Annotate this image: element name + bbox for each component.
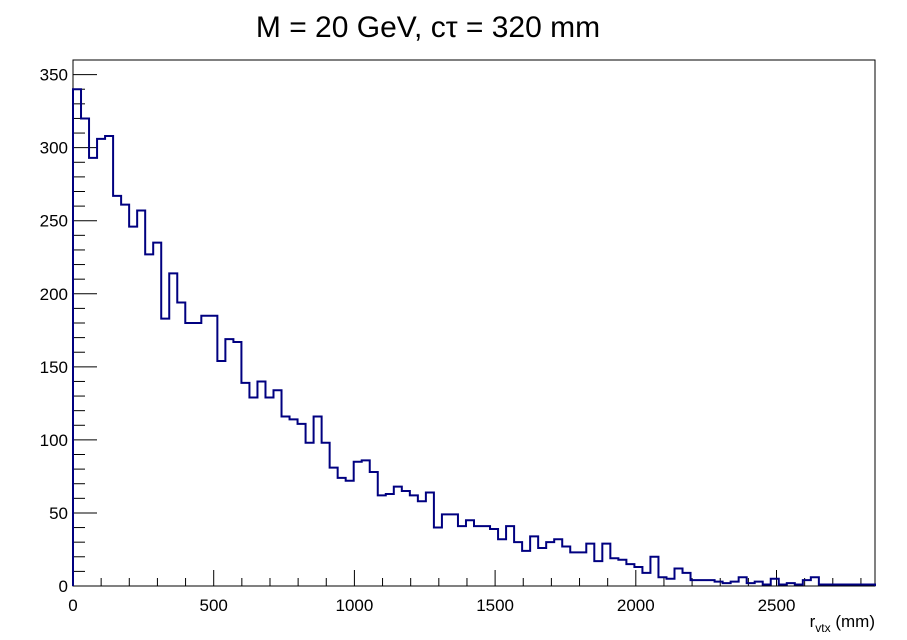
x-tick-label: 2000 [617,596,655,615]
x-axis-label-subscript: vtx [815,621,830,635]
y-tick-label: 250 [40,212,68,231]
x-tick-label: 0 [68,596,77,615]
x-tick-label: 2500 [758,596,796,615]
x-axis: 0 500 1000 1500 2000 2500 [68,570,862,615]
plot-area [72,59,876,587]
y-axis: 0 50 100 150 200 250 300 350 [40,66,97,596]
y-tick-label: 50 [49,504,68,523]
y-tick-label: 300 [40,139,68,158]
x-tick-label: 500 [200,596,228,615]
x-axis-label-suffix: (mm) [831,612,875,631]
x-tick-label: 1500 [476,596,514,615]
y-tick-label: 100 [40,431,68,450]
x-axis-label: rvtx (mm) [810,612,875,635]
x-axis-label-main: r [810,612,816,631]
y-tick-label: 150 [40,358,68,377]
histogram-line [72,88,876,586]
y-tick-label: 200 [40,285,68,304]
chart-title: M = 20 GeV, cτ = 320 mm [256,11,600,44]
y-tick-label: 0 [59,577,68,596]
x-tick-label: 1000 [335,596,373,615]
y-tick-label: 350 [40,66,68,85]
